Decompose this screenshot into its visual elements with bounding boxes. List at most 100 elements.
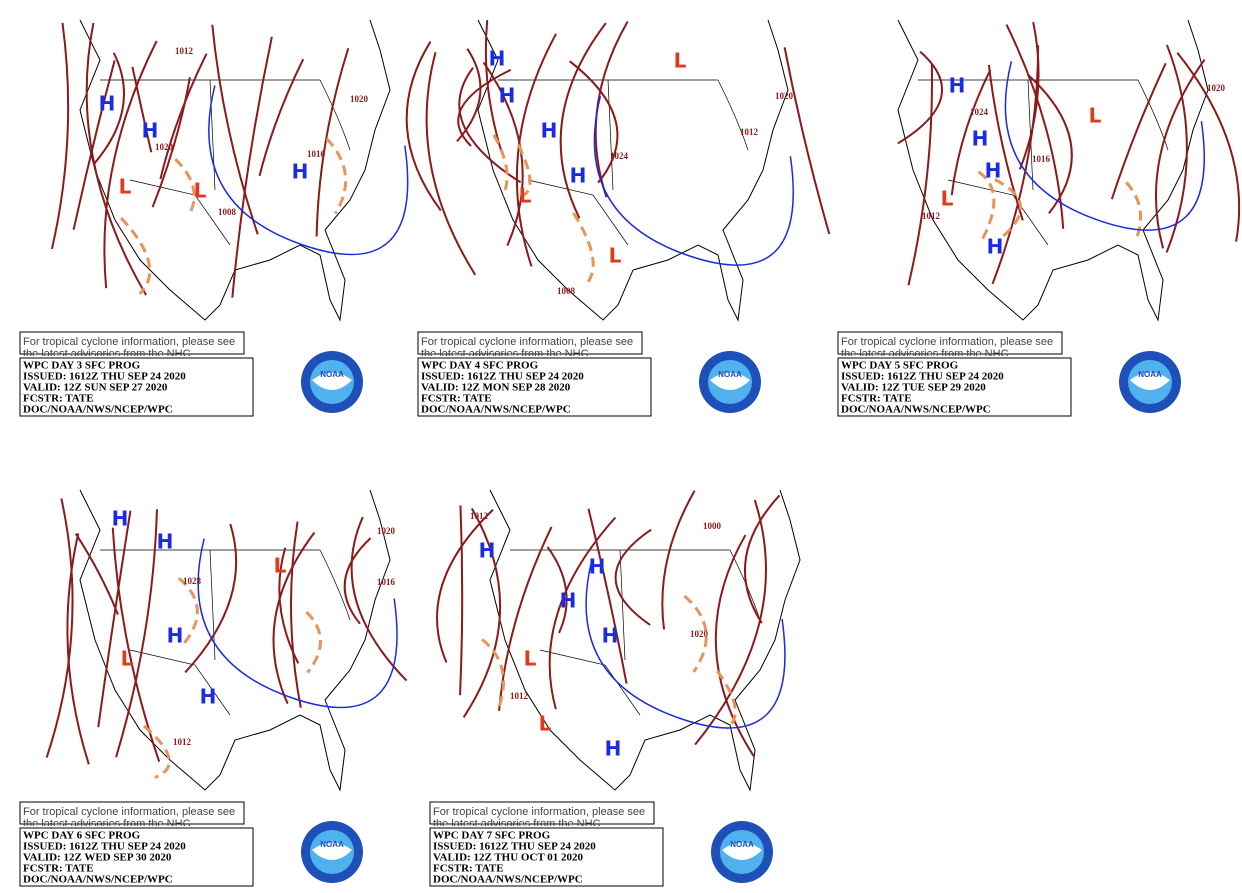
pressure-center: H: [479, 539, 496, 563]
pressure-center: L: [941, 187, 954, 211]
isobar: [498, 526, 553, 711]
info-line: FCSTR: TATE: [841, 393, 912, 405]
trough: [174, 158, 196, 214]
isobar: [350, 516, 408, 682]
info-box: [19, 357, 254, 417]
note-box: [417, 331, 643, 355]
pressure-center: L: [524, 647, 537, 671]
pressure-center: H: [112, 507, 129, 531]
trough: [492, 134, 509, 197]
isobar: [290, 521, 302, 708]
isobar-label: 1012: [470, 511, 489, 521]
info-line: WPC DAY 4 SFC PROG: [421, 360, 539, 372]
trough: [325, 137, 348, 215]
info-line: DOC/NOAA/NWS/NCEP/WPC: [421, 404, 571, 416]
pressure-center: H: [167, 624, 184, 648]
isobar: [405, 41, 442, 212]
isobar: [744, 494, 781, 624]
pressure-center: L: [119, 175, 132, 199]
isobar: [661, 490, 696, 630]
note-text: For tropical cyclone information, please…: [433, 806, 645, 818]
isobar: [45, 498, 74, 758]
info-line: DOC/NOAA/NWS/NCEP/WPC: [23, 404, 173, 416]
trough: [977, 170, 996, 245]
pressure-center: L: [674, 49, 687, 73]
isobar-label: 1020: [350, 94, 369, 104]
pressure-center: L: [539, 712, 552, 736]
pressure-center: H: [499, 84, 516, 108]
isobar: [85, 22, 147, 296]
coastline: [897, 19, 1209, 322]
isobar-label: 1020: [377, 526, 396, 536]
isobar-label: 1020: [155, 142, 174, 152]
isobar: [456, 48, 482, 143]
isobar: [184, 523, 238, 674]
isobar: [457, 68, 512, 147]
logo-bird: [722, 842, 762, 860]
isobar-label: 1012: [922, 211, 941, 221]
isobar: [462, 507, 501, 718]
info-box: [417, 357, 652, 417]
pressure-center: H: [99, 92, 116, 116]
isobar: [111, 527, 161, 762]
trough: [177, 577, 199, 645]
isobar: [987, 64, 1024, 221]
pressure-center: L: [1089, 104, 1102, 128]
isobar: [151, 77, 191, 208]
isobar-label: 1024: [970, 107, 989, 117]
info-line: VALID: 12Z THU OCT 01 2020: [433, 852, 584, 864]
trough: [683, 594, 708, 673]
isobar-label: 1012: [175, 46, 194, 56]
note-box: [19, 801, 245, 825]
info-line: FCSTR: TATE: [23, 863, 94, 875]
isobar: [159, 53, 208, 180]
isobar: [559, 22, 607, 219]
isobar: [92, 52, 125, 166]
isobar: [614, 528, 652, 626]
info-line: ISSUED: 1612Z THU SEP 24 2020: [23, 371, 186, 383]
note: For tropical cyclone information, please…: [421, 336, 633, 356]
isobar-label: 1016: [377, 577, 396, 587]
pressure-center: H: [157, 530, 174, 554]
isobar: [1018, 21, 1040, 170]
isobar: [231, 36, 273, 298]
isobar: [258, 58, 305, 177]
isobar: [907, 64, 933, 286]
trough: [305, 610, 322, 674]
info-line: ISSUED: 1612Z THU SEP 24 2020: [841, 371, 1004, 383]
isobar: [897, 50, 944, 145]
coastline: [79, 19, 391, 322]
logo-text: NOAA: [730, 840, 754, 849]
note-box: [429, 801, 655, 825]
note-text: For tropical cyclone information, please…: [23, 336, 235, 348]
info-line: WPC DAY 5 SFC PROG: [841, 360, 959, 372]
isobar: [569, 60, 619, 184]
coastline: [489, 489, 801, 792]
isobar: [515, 33, 557, 267]
isobar: [459, 505, 464, 696]
isobar: [1154, 58, 1206, 249]
info-line: FCSTR: TATE: [433, 863, 504, 875]
note-text: the latest advisories from the NHC: [841, 348, 1009, 360]
info-line: ISSUED: 1612Z THU SEP 24 2020: [421, 371, 584, 383]
info-line: VALID: 12Z TUE SEP 29 2020: [841, 382, 986, 394]
cold-front: [208, 85, 409, 256]
isobar: [72, 60, 116, 230]
pressure-center: H: [987, 235, 1004, 259]
logo-bird: [312, 372, 352, 390]
isobar: [50, 22, 70, 250]
note-text: the latest advisories from the NHC: [23, 818, 191, 830]
info-line: DOC/NOAA/NWS/NCEP/WPC: [841, 404, 991, 416]
note-box: [19, 331, 245, 355]
info-box: [837, 357, 1072, 417]
pressure-center: H: [200, 685, 217, 709]
logo-text: NOAA: [718, 370, 742, 379]
cold-front: [1004, 61, 1205, 231]
pressure-center: H: [570, 164, 587, 188]
note-text: For tropical cyclone information, please…: [421, 336, 633, 348]
isobar-label: 1012: [173, 737, 192, 747]
